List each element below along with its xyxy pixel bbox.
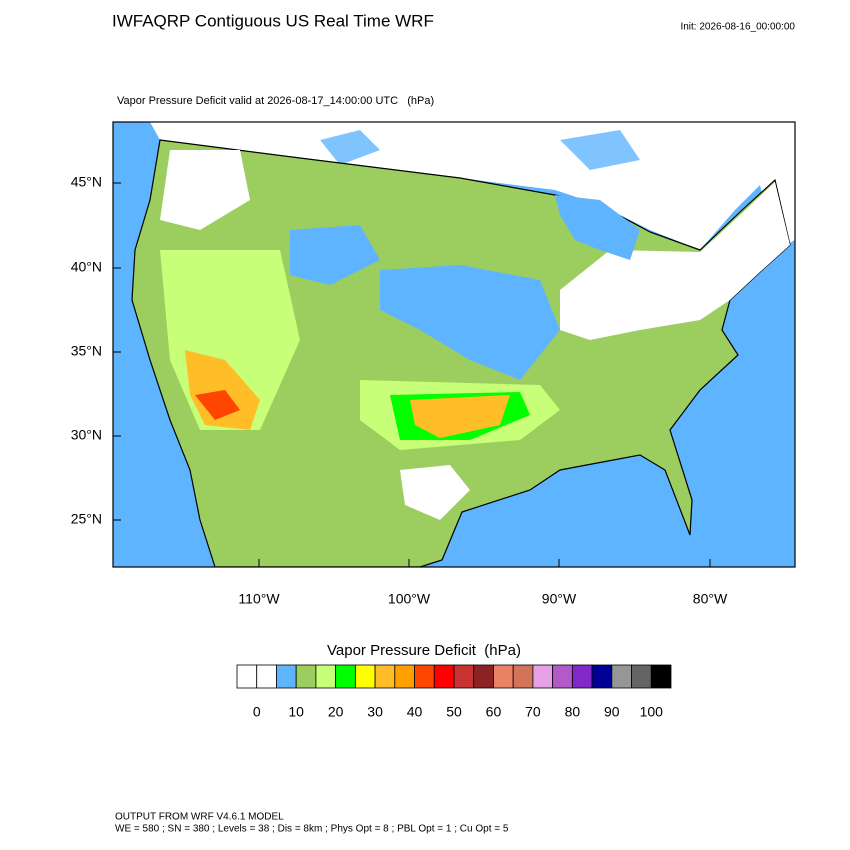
rockies-low xyxy=(290,225,380,285)
northwest-low xyxy=(160,150,250,230)
colorbar-tick-label: 100 xyxy=(640,704,664,720)
colorbar-box xyxy=(374,664,396,689)
colorbar-box xyxy=(315,664,337,689)
colorbar-box xyxy=(512,664,534,689)
northeast-low xyxy=(560,182,790,340)
map-subtitle: Vapor Pressure Deficit valid at 2026-08-… xyxy=(117,95,434,107)
colorbar-box xyxy=(414,664,435,689)
texas-hot xyxy=(410,395,510,438)
lon-label: 80°W xyxy=(693,591,728,607)
canada-patch xyxy=(560,130,640,170)
colorbar-box xyxy=(295,664,317,689)
colorbar-tick-label: 90 xyxy=(604,704,620,720)
colorbar-box xyxy=(591,664,613,689)
colorbar-tick-label: 30 xyxy=(367,704,383,720)
colorbar-box xyxy=(571,664,593,689)
lat-label: 30°N xyxy=(71,427,102,443)
footer-line: WE = 580 ; SN = 380 ; Levels = 38 ; Dis … xyxy=(115,824,509,835)
colorbar-box xyxy=(650,664,672,689)
colorbar-box xyxy=(493,664,514,689)
colorbar-tick-label: 20 xyxy=(328,704,344,720)
arizona-hottest xyxy=(195,390,240,420)
init-time: Init: 2026-08-16_00:00:00 xyxy=(680,22,795,33)
colorbar-tick-label: 40 xyxy=(407,704,423,720)
colorbar-box xyxy=(552,664,573,689)
lat-label: 35°N xyxy=(71,343,102,359)
plains-low xyxy=(380,265,560,380)
colorbar-tick-label: 10 xyxy=(288,704,304,720)
colorbar-box xyxy=(631,664,652,689)
lat-label: 25°N xyxy=(71,511,102,527)
map-frame xyxy=(112,121,796,568)
texas-coast-low xyxy=(400,465,470,520)
colorbar-tick-label: 0 xyxy=(253,704,261,720)
lat-label: 45°N xyxy=(71,174,102,190)
colorbar-box xyxy=(433,664,455,689)
lon-label: 100°W xyxy=(388,591,431,607)
lon-label: 90°W xyxy=(542,591,577,607)
lon-label: 110°W xyxy=(238,591,280,607)
arizona-hot xyxy=(185,350,260,430)
colorbar-box xyxy=(394,664,415,689)
colorbar-box xyxy=(236,664,258,689)
colorbar-box xyxy=(354,664,376,689)
colorbar-box xyxy=(256,664,277,689)
colorbar-box xyxy=(473,664,494,689)
colorbar-tick-label: 50 xyxy=(446,704,462,720)
colorbar-title: Vapor Pressure Deficit (hPa) xyxy=(327,642,521,659)
title: IWFAQRP Contiguous US Real Time WRF xyxy=(112,11,434,30)
colorbar-box xyxy=(335,664,356,689)
great-lakes xyxy=(555,195,640,260)
lat-label: 40°N xyxy=(71,259,102,275)
canada-patch xyxy=(320,130,380,165)
colorbar-box xyxy=(276,664,297,689)
footer-line: OUTPUT FROM WRF V4.6.1 MODEL xyxy=(115,812,284,823)
colorbar-box xyxy=(453,664,475,689)
map xyxy=(112,121,796,568)
colorbar-box xyxy=(611,664,632,689)
colorbar-tick-label: 80 xyxy=(565,704,581,720)
colorbar-tick-label: 60 xyxy=(486,704,502,720)
colorbar-tick-label: 70 xyxy=(525,704,541,720)
colorbar-box xyxy=(532,664,554,689)
